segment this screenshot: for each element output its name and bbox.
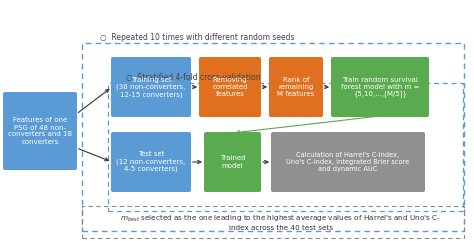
- FancyBboxPatch shape: [271, 132, 425, 192]
- Text: $m_{best}$ selected as the one leading to the highest average values of Harrel's: $m_{best}$ selected as the one leading t…: [120, 214, 441, 231]
- Text: Test set
(12 non-converters,
4-5 converters): Test set (12 non-converters, 4-5 convert…: [117, 152, 186, 173]
- Text: Rank of
remaining
M features: Rank of remaining M features: [277, 77, 315, 97]
- FancyBboxPatch shape: [111, 132, 191, 192]
- Text: ○  Stratified 4-fold cross-validation: ○ Stratified 4-fold cross-validation: [126, 73, 261, 82]
- FancyBboxPatch shape: [269, 57, 323, 117]
- Text: Training set
(36 non-converters,
12-15 converters): Training set (36 non-converters, 12-15 c…: [116, 76, 186, 98]
- FancyBboxPatch shape: [331, 57, 429, 117]
- Text: Trained
model: Trained model: [220, 155, 245, 168]
- Text: Removing
correlated
features: Removing correlated features: [212, 77, 248, 97]
- Text: ○  Repeated 10 times with different random seeds: ○ Repeated 10 times with different rando…: [100, 33, 294, 42]
- Bar: [82, 43, 464, 231]
- Text: Features of one
PSG of 48 non-
converters and 18
converters: Features of one PSG of 48 non- converter…: [8, 118, 72, 145]
- FancyBboxPatch shape: [111, 57, 191, 117]
- FancyBboxPatch shape: [204, 132, 261, 192]
- Text: Calculation of Harrel's C-index,
Uno's C-index, integrated Brier score
and dynam: Calculation of Harrel's C-index, Uno's C…: [286, 152, 410, 172]
- Bar: [108, 83, 463, 211]
- Text: Train random survival
forest model with m =
{5,10,...,[M/5]}: Train random survival forest model with …: [341, 77, 419, 97]
- Bar: [82, 206, 464, 238]
- FancyBboxPatch shape: [199, 57, 261, 117]
- FancyBboxPatch shape: [3, 92, 77, 170]
